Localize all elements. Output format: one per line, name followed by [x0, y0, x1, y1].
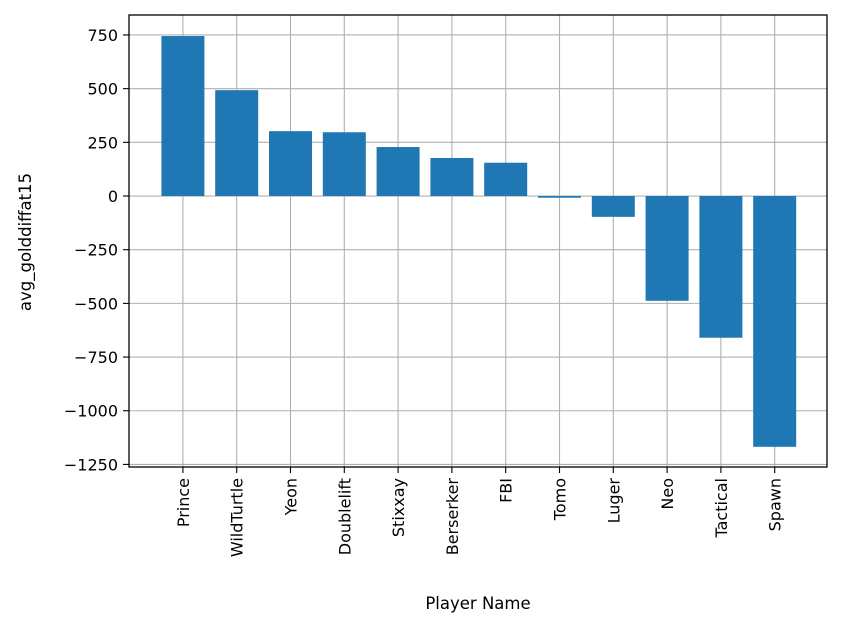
y-tick-label: −500: [74, 294, 118, 313]
y-tick-label: −1250: [64, 455, 118, 474]
x-tick-label: Yeon: [282, 478, 301, 516]
x-tick-label: Spawn: [766, 478, 785, 531]
bar-fbi: [484, 162, 528, 197]
y-tick-label: 0: [108, 187, 118, 206]
y-tick-label: −250: [74, 241, 118, 260]
plot-frame: [128, 14, 828, 468]
y-tick-label: 750: [87, 26, 118, 45]
x-tick-label: Prince: [174, 478, 193, 527]
axis-ticks: 750 500 250 0 −250 −500 −750 −1000 −1250 Prince Wi…: [64, 26, 785, 557]
x-tick-label: Berserker: [443, 478, 462, 556]
bar-doublelift: [322, 132, 366, 197]
bar-tactical: [699, 196, 743, 338]
bar-luger: [591, 196, 635, 217]
bar-spawn: [753, 196, 797, 447]
bar-berserker: [430, 158, 474, 197]
x-tick-label: Stixxay: [389, 478, 408, 537]
bar-tomo: [538, 196, 581, 198]
y-tick-label: 250: [87, 133, 118, 152]
x-axis-label: Player Name: [425, 594, 530, 613]
bars: [161, 36, 797, 447]
bar-stixxay: [376, 147, 420, 197]
x-tick-label: Tomo: [551, 478, 570, 521]
x-tick-label: Luger: [604, 478, 623, 524]
bar-prince: [161, 36, 205, 197]
x-tick-label: Doublelift: [335, 478, 354, 555]
y-tick-label: −750: [74, 348, 118, 367]
x-tick-label: FBI: [497, 478, 516, 503]
bar-wildturtle: [215, 90, 259, 197]
bar-neo: [645, 196, 689, 301]
x-tick-label: Neo: [658, 478, 677, 510]
x-tick-label: WildTurtle: [228, 478, 247, 557]
y-tick-label: −1000: [64, 402, 118, 421]
bar-yeon: [269, 131, 312, 197]
y-axis-label: avg_golddiffat15: [16, 173, 36, 311]
x-tick-label: Tactical: [712, 478, 731, 539]
y-tick-label: 500: [87, 80, 118, 99]
